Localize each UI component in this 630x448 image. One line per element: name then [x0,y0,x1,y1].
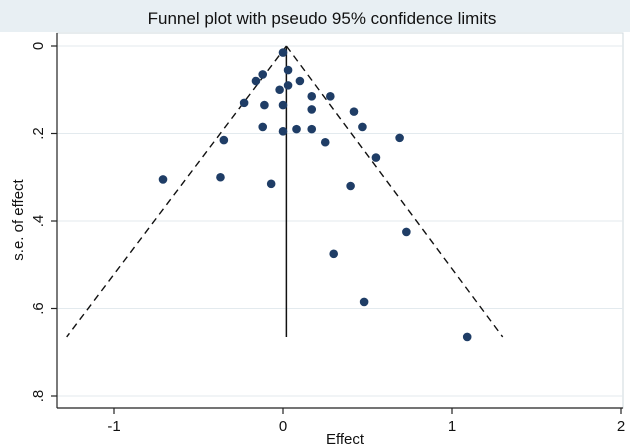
x-tick-label-1: 0 [279,418,287,435]
y-tick-labels: 0 .2 .4 .6 .8 [30,42,47,402]
x-tick-label-0: -1 [107,418,120,435]
y-tick-label-3: .6 [30,302,47,315]
data-point-7 [307,92,317,101]
data-point-26 [346,181,355,191]
data-point-12 [307,105,317,114]
y-tick-label-1: .2 [30,127,47,140]
axes [51,33,623,414]
data-point-17 [358,122,367,132]
y-tick-label-2: .4 [30,215,47,228]
ci-limit-right [285,45,504,338]
data-point-27 [402,227,411,237]
data-point-25 [266,179,276,189]
data-point-13 [349,107,359,116]
data-point-2 [258,70,268,79]
data-point-15 [292,124,301,134]
data-point-20 [219,135,229,145]
confidence-limits [66,45,504,338]
data-point-9 [239,98,249,108]
title-band [0,0,630,32]
data-point-30 [462,332,472,342]
data-point-3 [251,76,261,86]
data-point-4 [295,76,305,86]
data-point-10 [260,100,269,110]
data-point-18 [278,127,288,136]
data-point-16 [307,124,317,134]
data-point-28 [329,249,339,259]
ci-limit-left [66,45,287,338]
y-axis-label: s.e. of effect [10,178,27,260]
data-point-23 [216,172,225,182]
x-tick-label-2: 1 [448,418,456,435]
data-point-1 [283,65,293,75]
x-tick-labels: -1 0 1 2 [107,418,625,435]
data-point-14 [258,122,268,132]
y-tick-label-0: 0 [30,42,47,50]
data-point-24 [158,175,168,184]
data-point-0 [278,48,288,57]
data-point-29 [359,297,369,307]
y-tick-label-4: .8 [30,390,47,403]
data-point-6 [275,85,284,95]
data-point-21 [320,137,330,147]
data-point-11 [278,100,288,110]
data-point-5 [283,81,293,90]
x-tick-label-3: 2 [617,418,625,435]
gridlines [57,45,623,397]
data-point-8 [326,92,335,101]
data-point-22 [371,153,381,162]
chart-title: Funnel plot with pseudo 95% confidence l… [148,9,497,28]
x-axis-label: Effect [326,431,365,448]
data-points [158,48,472,342]
data-point-19 [395,133,404,143]
